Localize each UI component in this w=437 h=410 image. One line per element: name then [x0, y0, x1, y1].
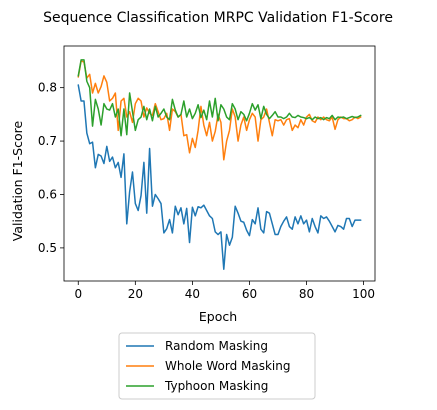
chart-title: Sequence Classification MRPC Validation … — [43, 10, 393, 26]
x-tick-label: 40 — [185, 287, 200, 301]
legend: Random Masking Whole Word Masking Typhoon … — [118, 332, 316, 400]
series-line-2 — [77, 59, 362, 137]
x-tick-label: 0 — [74, 287, 82, 301]
legend-label-2: Typhoon Masking — [164, 379, 268, 393]
legend-box — [118, 332, 316, 400]
y-axis-label: Validation F1-Score — [10, 121, 25, 242]
x-tick-label: 20 — [128, 287, 143, 301]
plot-area — [77, 59, 362, 270]
legend-label-1: Whole Word Masking — [165, 359, 290, 373]
x-axis: 0 20 40 60 80 100 — [74, 281, 375, 301]
y-tick-label: 0.6 — [38, 187, 57, 201]
y-tick-label: 0.8 — [38, 81, 57, 95]
x-tick-label: 80 — [299, 287, 314, 301]
series-line-1 — [77, 60, 362, 161]
x-tick-label: 100 — [352, 287, 375, 301]
legend-label-0: Random Masking — [165, 339, 268, 353]
plot-frame — [63, 45, 376, 282]
y-tick-label: 0.7 — [38, 134, 57, 148]
y-axis: 0.5 0.6 0.7 0.8 — [38, 81, 64, 255]
y-tick-label: 0.5 — [38, 241, 57, 255]
series-line-0 — [77, 84, 362, 270]
x-tick-label: 60 — [242, 287, 257, 301]
x-axis-label: Epoch — [199, 309, 237, 324]
